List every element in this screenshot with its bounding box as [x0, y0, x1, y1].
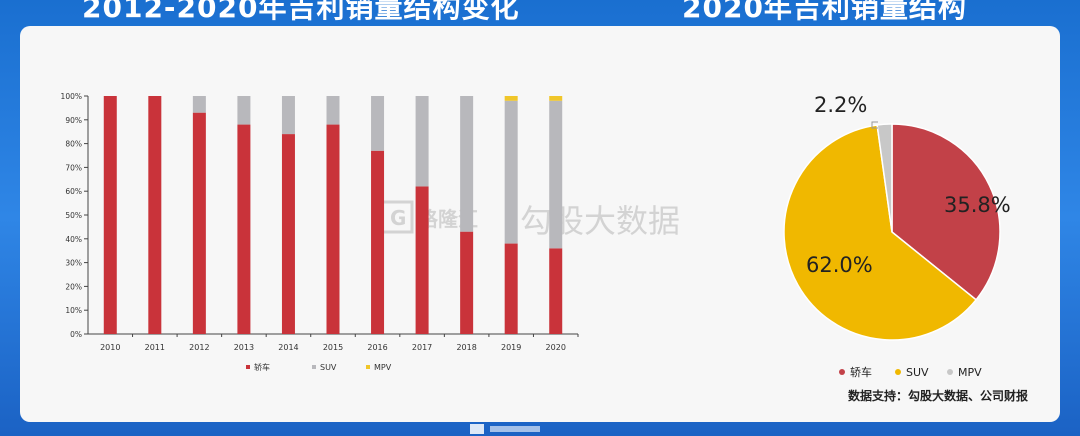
bar-轿车-2011	[148, 96, 162, 334]
pie-legend-swatch	[839, 369, 845, 375]
pie-legend-label: MPV	[958, 366, 982, 379]
bar-legend-label: SUV	[320, 363, 337, 372]
bar-SUV-2017	[415, 96, 429, 187]
pie-slice-SUV	[783, 124, 978, 341]
pie-chart: 35.8% 62.0% 2.2%	[783, 93, 1011, 341]
pie-legend-label: SUV	[906, 366, 929, 379]
x-tick-label: 2015	[323, 343, 343, 352]
bar-轿车-2017	[415, 186, 429, 334]
bar-legend-swatch	[312, 365, 316, 369]
bar-legend-label: 轿车	[254, 362, 270, 372]
pie-slice-MPV	[876, 123, 893, 233]
pie-slice-轿车	[891, 123, 1001, 301]
y-tick-label: 90%	[65, 116, 82, 125]
x-tick-label: 2017	[412, 343, 432, 352]
x-tick-label: 2019	[501, 343, 521, 352]
pie-legend-swatch	[947, 369, 953, 375]
bar-MPV-2020	[549, 96, 563, 101]
bar-SUV-2018	[460, 96, 474, 232]
pie-leader-line	[871, 121, 878, 129]
bar-轿车-2020	[549, 248, 563, 334]
x-tick-label: 2012	[189, 343, 209, 352]
y-tick-label: 10%	[65, 306, 82, 315]
bar-legend-swatch	[366, 365, 370, 369]
pie-data-label: 35.8%	[944, 193, 1011, 217]
y-tick-label: 20%	[65, 282, 82, 291]
y-tick-label: 50%	[65, 211, 82, 220]
bar-轿车-2016	[371, 150, 385, 334]
x-tick-label: 2013	[234, 343, 254, 352]
bottom-strip	[470, 424, 540, 434]
watermark-logo-letter: G	[390, 206, 406, 230]
x-tick-label: 2011	[145, 343, 165, 352]
x-tick-label: 2016	[367, 343, 387, 352]
bar-轿车-2019	[504, 243, 518, 334]
bottom-logo-text	[490, 426, 540, 432]
chart-panel: G 格隆汇 勾股大数据 0% 10% 20% 30% 40% 50% 60% 70% 80% 90…	[20, 26, 1060, 422]
pie-data-label: 62.0%	[806, 253, 873, 277]
x-tick-label: 2020	[546, 343, 566, 352]
bar-legend-swatch	[246, 365, 250, 369]
bar-轿车-2015	[326, 124, 340, 334]
bar-SUV-2015	[326, 96, 340, 125]
bar-SUV-2016	[371, 96, 385, 151]
right-chart-title: 2020年吉利销量结构	[682, 0, 967, 24]
charts-svg: G 格隆汇 勾股大数据 0%10%20%30%40%50%60%70%80%90…	[61, 92, 1011, 379]
x-tick-label: 2018	[456, 343, 476, 352]
pie-legend-swatch	[895, 369, 901, 375]
bar-legend-label: MPV	[374, 363, 392, 372]
y-tick-label: 30%	[65, 259, 82, 268]
y-tick-label: 60%	[65, 187, 82, 196]
bar-SUV-2020	[549, 100, 563, 249]
bar-轿车-2012	[192, 112, 206, 334]
bar-SUV-2019	[504, 100, 518, 244]
bottom-logo-icon	[470, 424, 484, 434]
bar-轿车-2010	[103, 96, 117, 334]
left-chart-title: 2012-2020年吉利销量结构变化	[82, 0, 520, 24]
bar-chart: 0% 10% 20% 30% 40% 50% 60% 70% 80% 90% 100% 2010 201…	[61, 92, 579, 352]
pie-legend: 轿车 SUV MPV	[839, 365, 982, 379]
bar-SUV-2012	[192, 96, 206, 113]
y-tick-label: 0%	[70, 330, 82, 339]
bar-轿车-2014	[281, 134, 295, 334]
watermark-text: 勾股大数据	[520, 202, 680, 240]
y-tick-label: 100%	[61, 92, 82, 101]
pie-data-label: 2.2%	[814, 93, 867, 117]
x-tick-label: 2010	[100, 343, 120, 352]
data-source-note: 数据支持：勾股大数据、公司财报	[847, 389, 1028, 403]
y-tick-label: 70%	[65, 163, 82, 172]
x-tick-label: 2014	[278, 343, 298, 352]
pie-legend-label: 轿车	[850, 365, 872, 379]
bar-SUV-2014	[281, 96, 295, 135]
bar-legend: 轿车 SUV MPV	[246, 362, 392, 372]
bar-SUV-2013	[237, 96, 251, 125]
bar-轿车-2018	[460, 231, 474, 334]
y-tick-label: 40%	[65, 235, 82, 244]
y-tick-label: 80%	[65, 140, 82, 149]
bar-MPV-2019	[504, 96, 518, 101]
bar-轿车-2013	[237, 124, 251, 334]
